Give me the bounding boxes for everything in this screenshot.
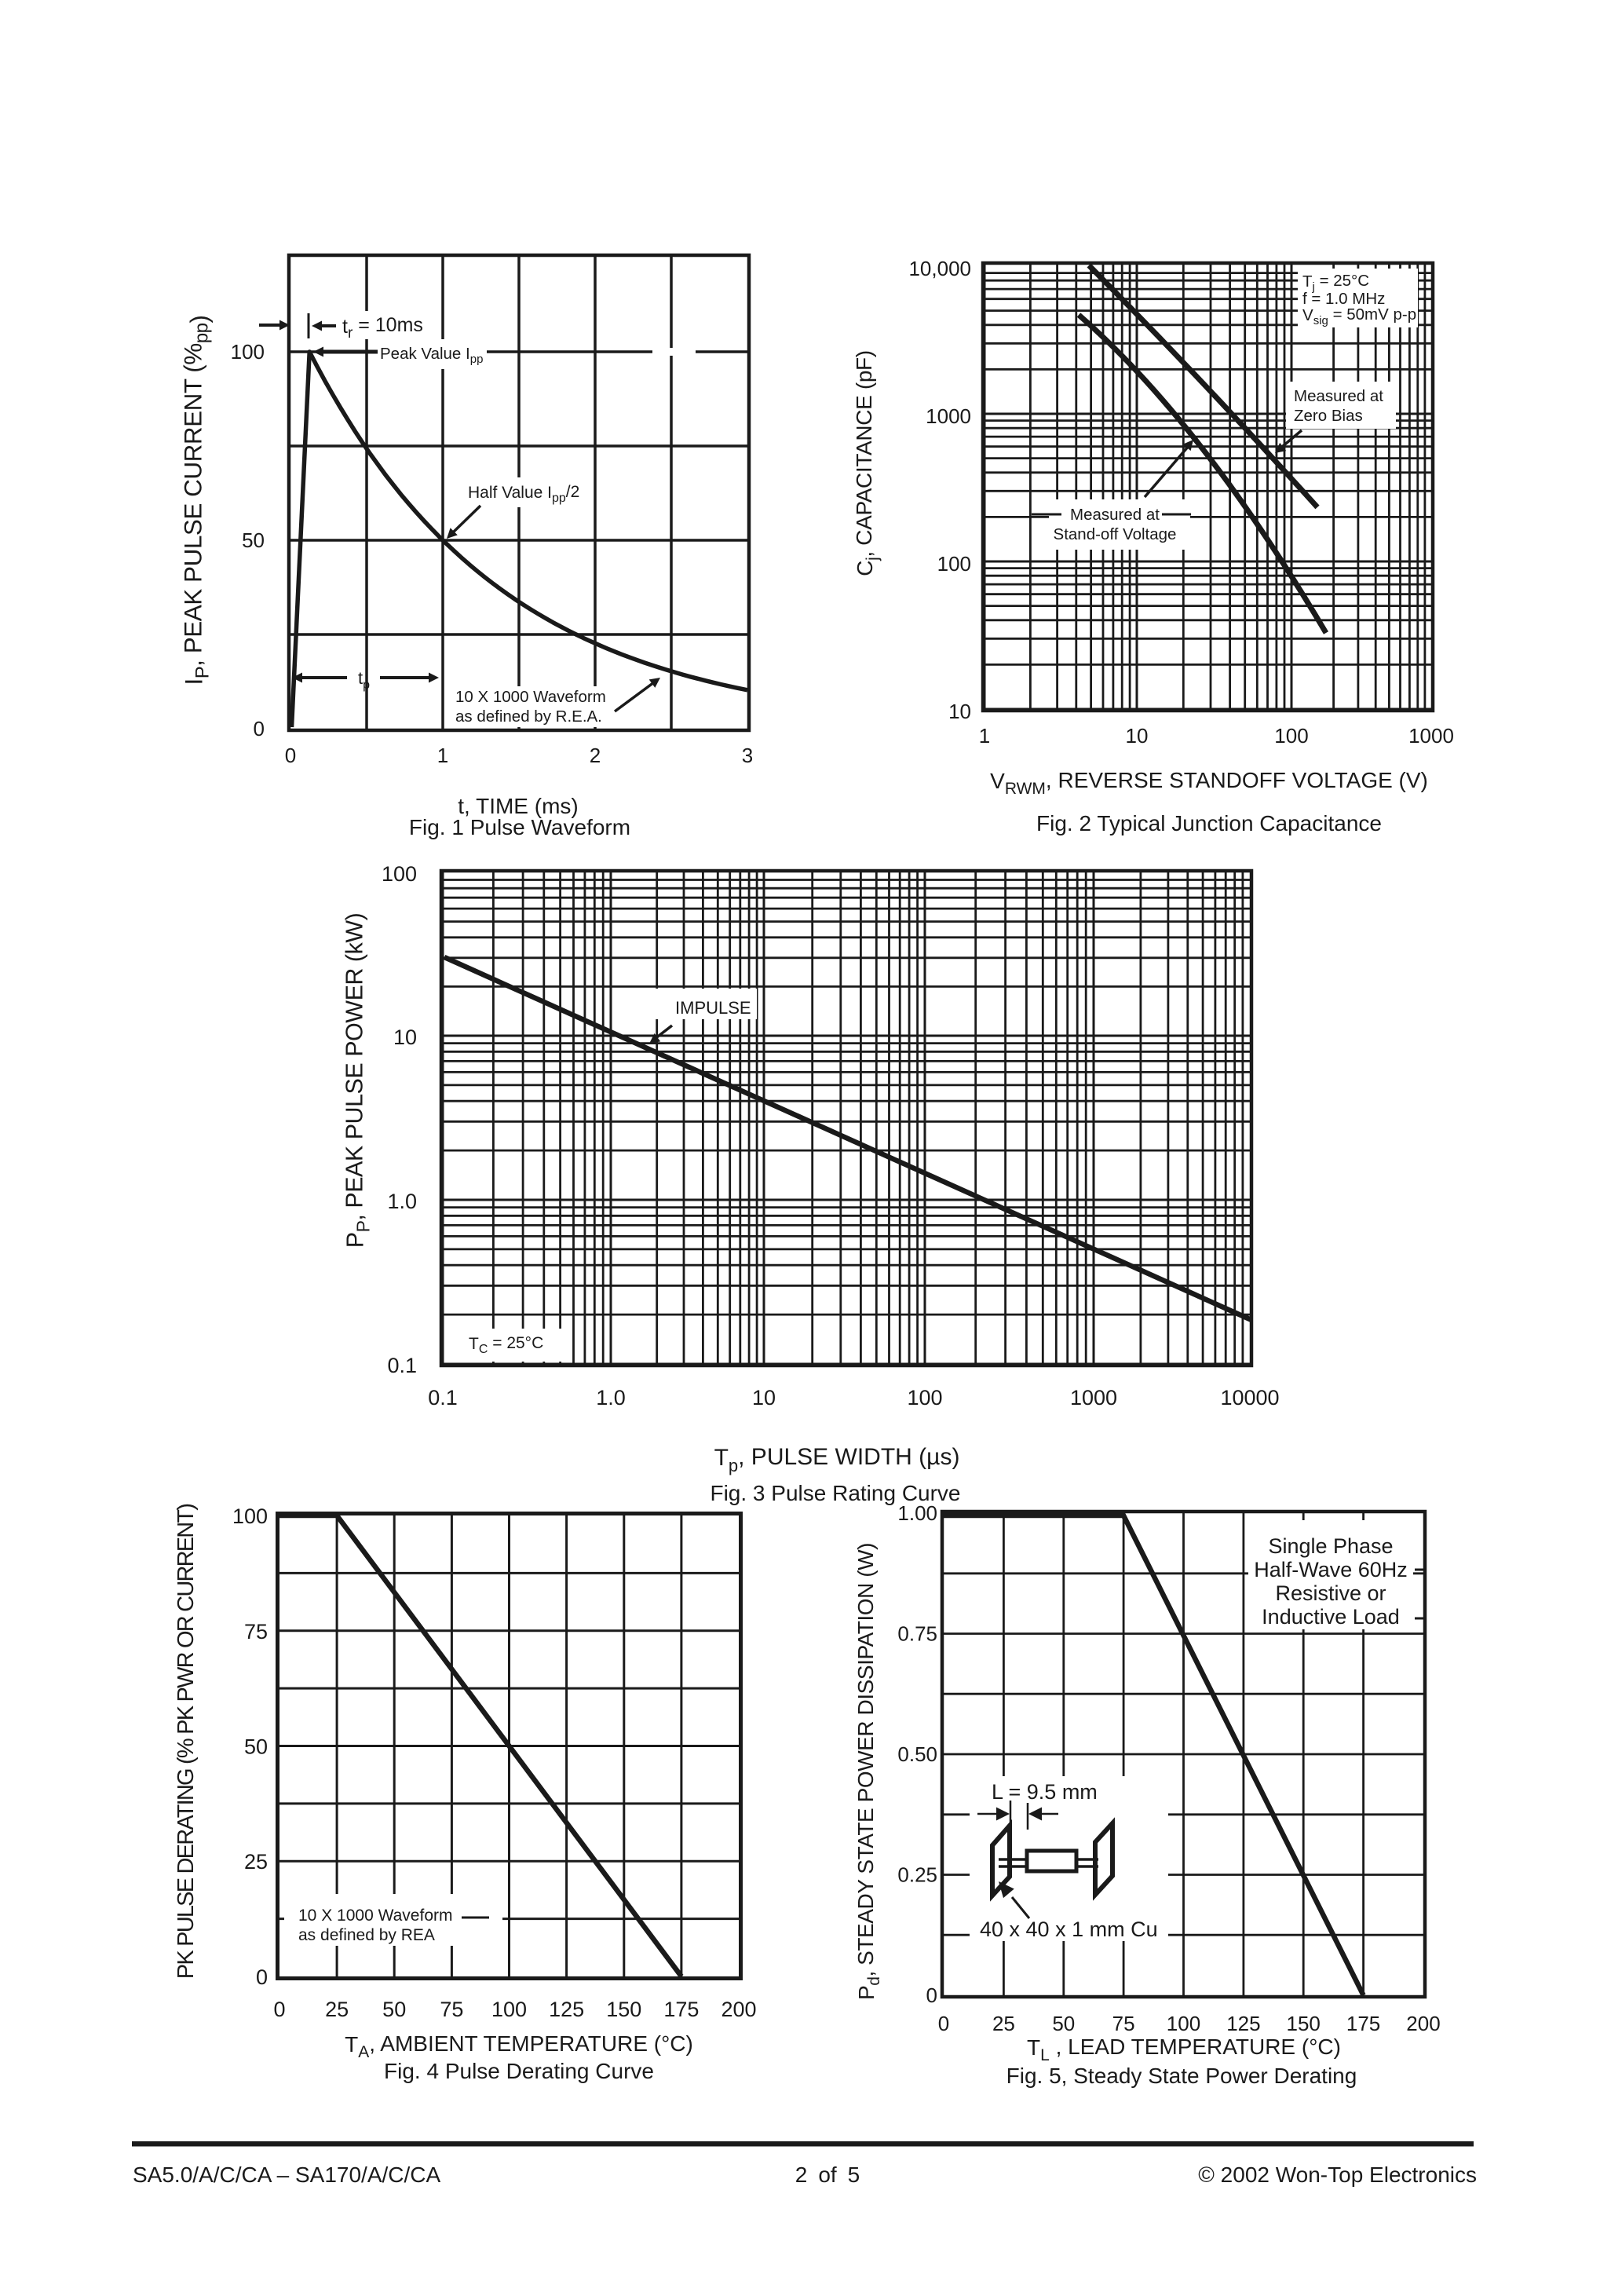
- svg-text:50: 50: [1052, 2012, 1075, 2035]
- svg-text:VRWM​, REVERSE STANDOFF VOLTAG: VRWM​, REVERSE STANDOFF VOLTAGE (V): [990, 768, 1428, 798]
- svg-text:f = 1.0 MHz: f = 1.0 MHz: [1302, 290, 1385, 308]
- svg-text:1000: 1000: [1070, 1386, 1117, 1409]
- svg-text:Fig. 5, Steady State Power Der: Fig. 5, Steady State Power Derating: [1006, 2064, 1357, 2088]
- svg-text:200: 200: [721, 1998, 756, 2021]
- svg-text:PK PULSE DERATING (% PK PWR OR: PK PULSE DERATING (% PK PWR OR CURRENT): [174, 1504, 199, 1980]
- svg-text:as defined by REA: as defined by REA: [298, 1926, 435, 1944]
- svg-text:100: 100: [491, 1998, 527, 2021]
- svg-text:100: 100: [1167, 2012, 1200, 2035]
- svg-text:100: 100: [232, 1504, 268, 1528]
- svg-text:Half-Wave 60Hz: Half-Wave 60Hz: [1254, 1558, 1408, 1581]
- svg-text:0: 0: [926, 1983, 937, 2007]
- svg-text:125: 125: [549, 1998, 584, 2021]
- svg-text:Resistive or: Resistive or: [1275, 1581, 1386, 1605]
- svg-text:10 X 1000 Waveform: 10 X 1000 Waveform: [298, 1907, 453, 1925]
- svg-text:Pd​, STEADY STATE POWER DISSIP: Pd​, STEADY STATE POWER DISSIPATION (W): [853, 1543, 883, 2000]
- svg-text:Stand-off Voltage: Stand-off Voltage: [1054, 525, 1177, 543]
- svg-text:TA​, AMBIENT TEMPERATURE (°C): TA​, AMBIENT TEMPERATURE (°C): [345, 2031, 693, 2061]
- svg-text:Inductive Load: Inductive Load: [1262, 1605, 1400, 1629]
- svg-text:100: 100: [937, 552, 971, 576]
- svg-text:10: 10: [948, 700, 971, 723]
- svg-text:100: 100: [1274, 724, 1308, 748]
- svg-text:1.00: 1.00: [897, 1501, 937, 1525]
- svg-text:10: 10: [752, 1386, 776, 1409]
- svg-text:125: 125: [1226, 2012, 1260, 2035]
- svg-text:L = 9.5 mm: L = 9.5 mm: [992, 1780, 1098, 1804]
- svg-text:175: 175: [1346, 2012, 1380, 2035]
- svg-text:10: 10: [1126, 724, 1149, 748]
- svg-text:1000: 1000: [926, 404, 971, 428]
- svg-text:50: 50: [382, 1998, 406, 2021]
- svg-text:25: 25: [244, 1850, 268, 1874]
- svg-text:175: 175: [663, 1998, 699, 2021]
- svg-text:0: 0: [273, 1998, 285, 2021]
- svg-text:3: 3: [742, 744, 753, 767]
- svg-text:150: 150: [1287, 2012, 1321, 2035]
- svg-text:tp: tp: [358, 668, 370, 692]
- svg-text:1.0: 1.0: [387, 1190, 417, 1213]
- svg-text:Fig. 1 Pulse Waveform: Fig. 1 Pulse Waveform: [409, 815, 630, 839]
- svg-text:Measured at: Measured at: [1070, 506, 1160, 524]
- svg-text:0.25: 0.25: [897, 1863, 937, 1887]
- svg-text:1.0: 1.0: [596, 1386, 626, 1409]
- svg-text:100: 100: [382, 862, 417, 886]
- svg-text:0: 0: [254, 717, 265, 740]
- svg-text:100: 100: [907, 1386, 942, 1409]
- svg-text:Single Phase: Single Phase: [1268, 1534, 1393, 1558]
- svg-text:1000: 1000: [1408, 724, 1454, 748]
- svg-text:0: 0: [938, 2012, 949, 2035]
- svg-text:25: 25: [325, 1998, 349, 2021]
- svg-text:Cj​, CAPACITANCE (pF): Cj​, CAPACITANCE (pF): [852, 350, 882, 576]
- svg-text:0: 0: [256, 1965, 268, 1989]
- svg-text:PP​, PEAK PULSE POWER (kW): PP​, PEAK PULSE POWER (kW): [342, 913, 374, 1249]
- svg-text:SA5.0/A/C/CA – SA170/A/C/CA: SA5.0/A/C/CA – SA170/A/C/CA: [133, 2163, 441, 2187]
- svg-text:IP​, PEAK PULSE CURRENT (%pp): IP​, PEAK PULSE CURRENT (%pp): [179, 315, 214, 685]
- svg-text:10 X 1000 Waveform: 10 X 1000 Waveform: [455, 688, 606, 706]
- svg-text:Fig. 3 Pulse Rating Curve: Fig. 3 Pulse Rating Curve: [710, 1481, 960, 1505]
- svg-text:10000: 10000: [1220, 1386, 1279, 1409]
- svg-text:75: 75: [440, 1998, 463, 2021]
- svg-text:Fig. 2 Typical Junction Capaci: Fig. 2 Typical Junction Capacitance: [1036, 811, 1382, 835]
- svg-text:© 2002 Won-Top Electronics: © 2002 Won-Top Electronics: [1198, 2163, 1477, 2187]
- svg-text:Tp​, PULSE WIDTH (µs): Tp​, PULSE WIDTH (µs): [714, 1444, 960, 1475]
- svg-text:150: 150: [606, 1998, 641, 2021]
- svg-text:40 x 40 x 1 mm Cu: 40 x 40 x 1 mm Cu: [980, 1918, 1158, 1941]
- svg-text:75: 75: [244, 1620, 268, 1643]
- svg-text:0.75: 0.75: [897, 1622, 937, 1646]
- svg-text:25: 25: [992, 2012, 1015, 2035]
- svg-text:t, TIME (ms): t, TIME (ms): [458, 794, 578, 818]
- svg-text:50: 50: [244, 1735, 268, 1759]
- svg-text:Measured at: Measured at: [1294, 387, 1383, 405]
- svg-text:0.1: 0.1: [428, 1386, 458, 1409]
- svg-text:100: 100: [231, 340, 265, 364]
- svg-text:10: 10: [393, 1026, 417, 1049]
- svg-text:IMPULSE: IMPULSE: [675, 998, 751, 1018]
- svg-text:0.50: 0.50: [897, 1742, 937, 1766]
- svg-text:2 of 5: 2 of 5: [795, 2163, 860, 2187]
- svg-text:0: 0: [285, 744, 296, 767]
- svg-text:Zero Bias: Zero Bias: [1294, 407, 1363, 425]
- svg-text:TL​ , LEAD TEMPERATURE (°C): TL​ , LEAD TEMPERATURE (°C): [1027, 2035, 1341, 2064]
- svg-text:0.1: 0.1: [387, 1354, 417, 1377]
- svg-text:75: 75: [1112, 2012, 1135, 2035]
- svg-text:as defined by R.E.A.: as defined by R.E.A.: [455, 707, 602, 726]
- svg-text:50: 50: [242, 528, 265, 552]
- svg-text:1: 1: [437, 744, 448, 767]
- svg-text:10,000: 10,000: [908, 257, 971, 280]
- svg-text:200: 200: [1406, 2012, 1440, 2035]
- svg-text:2: 2: [590, 744, 601, 767]
- svg-text:1: 1: [979, 724, 990, 748]
- svg-text:Peak Value Ipp: Peak Value Ipp: [380, 345, 483, 366]
- svg-text:Fig. 4 Pulse Derating Curve: Fig. 4 Pulse Derating Curve: [384, 2059, 654, 2083]
